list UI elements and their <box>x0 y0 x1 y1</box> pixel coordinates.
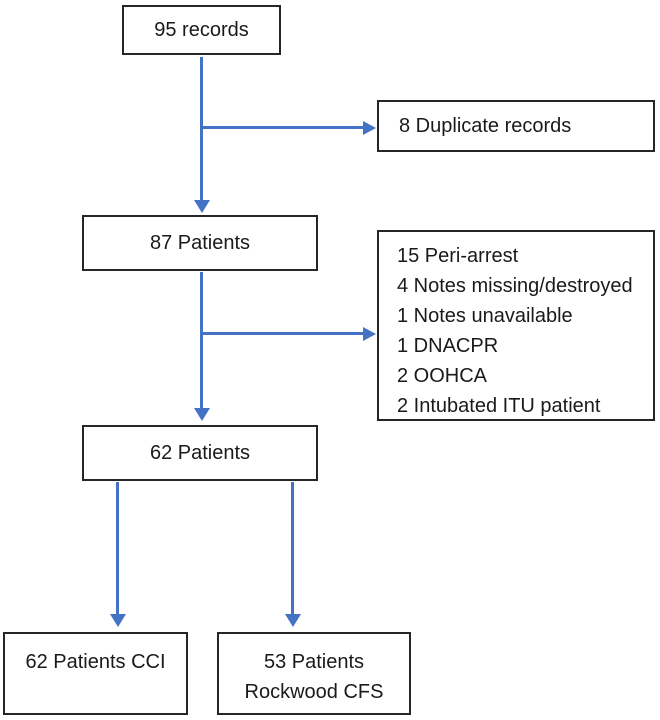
exclusion-line: 4 Notes missing/destroyed <box>397 275 633 297</box>
arrow-records-to-87-shaft <box>200 57 203 202</box>
box-62-patients-cci: 62 Patients CCI <box>3 632 188 715</box>
arrow-62-to-rockwood-shaft <box>291 482 294 616</box>
arrow-62-to-rockwood-head-icon <box>285 614 301 627</box>
exclusion-line: 1 Notes unavailable <box>397 305 573 327</box>
box-87-patients: 87 Patients <box>82 215 318 271</box>
box-62-patients-cci-label: 62 Patients CCI <box>25 651 166 673</box>
box-62-patients: 62 Patients <box>82 425 318 481</box>
box-exclusions: 15 Peri-arrest 4 Notes missing/destroyed… <box>377 230 655 421</box>
arrow-to-duplicates-head-icon <box>363 121 376 135</box>
arrow-62-to-cci-shaft <box>116 482 119 616</box>
box-95-records-label: 95 records <box>154 19 249 41</box>
exclusion-line: 1 DNACPR <box>397 335 499 357</box>
arrow-87-to-62-shaft <box>200 272 203 410</box>
arrow-to-exclusions-head-icon <box>363 327 376 341</box>
box-rockwood-line: Rockwood CFS <box>244 681 384 703</box>
box-duplicate-records-label: 8 Duplicate records <box>399 115 572 137</box>
box-87-patients-label: 87 Patients <box>149 232 251 254</box>
arrow-records-to-87-head-icon <box>194 200 210 213</box>
exclusion-line: 15 Peri-arrest <box>397 245 519 267</box>
arrow-87-to-62-head-icon <box>194 408 210 421</box>
arrow-62-to-cci-head-icon <box>110 614 126 627</box>
arrow-to-duplicates-shaft <box>202 126 364 129</box>
box-95-records: 95 records <box>122 5 281 55</box>
exclusion-line: 2 Intubated ITU patient <box>397 395 601 417</box>
box-rockwood-line: 53 Patients <box>263 651 365 673</box>
box-53-patients-rockwood: 53 Patients Rockwood CFS <box>217 632 411 715</box>
box-duplicate-records: 8 Duplicate records <box>377 100 655 152</box>
box-62-patients-label: 62 Patients <box>149 442 251 464</box>
exclusion-line: 2 OOHCA <box>397 365 488 387</box>
arrow-to-exclusions-shaft <box>202 332 364 335</box>
